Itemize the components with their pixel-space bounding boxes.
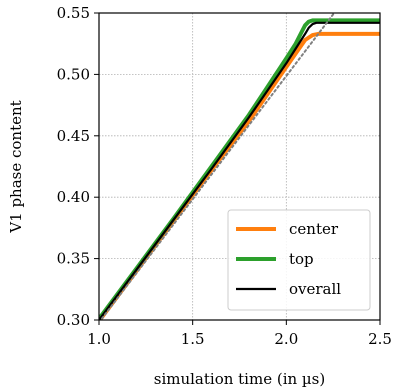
- y-axis-label: V1 phase content: [7, 100, 25, 233]
- x-tick-label: 2.0: [274, 330, 298, 348]
- plot-area: [99, 13, 380, 320]
- y-tick-label: 0.30: [57, 311, 90, 329]
- legend-label-top: top: [289, 250, 314, 268]
- y-tick-label: 0.40: [57, 188, 90, 206]
- legend-box: [227, 209, 371, 311]
- y-tick-label: 0.55: [57, 4, 90, 22]
- series-line-overall: [99, 21, 380, 320]
- y-tick-label: 0.50: [57, 65, 90, 83]
- reference-line: [99, 13, 336, 320]
- x-axis-label: simulation time (in µs): [154, 370, 325, 388]
- x-tick-label: 1.5: [181, 330, 205, 348]
- x-tick-label: 1.0: [87, 330, 111, 348]
- legend: center top overall: [227, 209, 371, 311]
- y-tick-label: 0.45: [57, 127, 90, 145]
- x-tick-label: 2.5: [368, 330, 392, 348]
- axis-ticks: 1.0 1.5 2.0 2.5 0.30 0.35 0.40 0.45 0.50 0.55: [57, 4, 392, 348]
- legend-label-overall: overall: [289, 280, 341, 298]
- y-tick-label: 0.35: [57, 250, 90, 268]
- legend-label-center: center: [289, 220, 339, 238]
- plot-frame: [98, 12, 381, 321]
